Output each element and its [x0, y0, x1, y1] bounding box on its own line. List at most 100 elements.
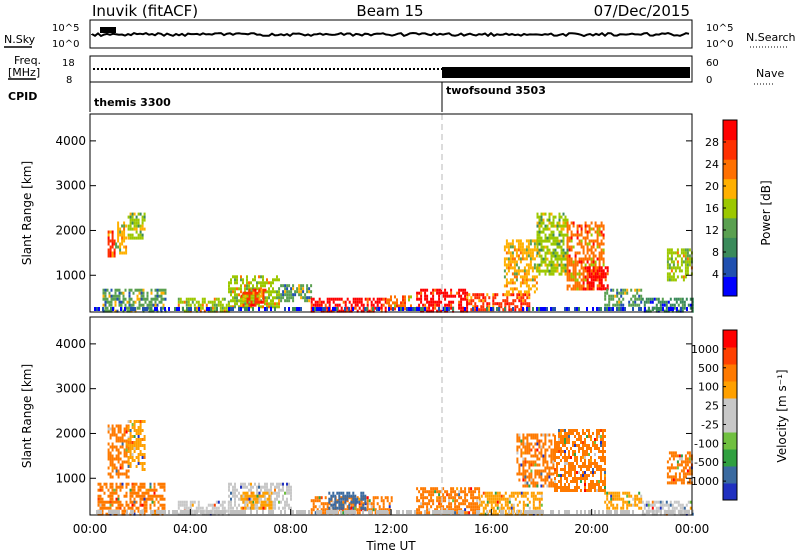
heatmap-cell	[686, 451, 689, 455]
heatmap-cell	[203, 309, 206, 313]
heatmap-cell	[527, 254, 530, 258]
heatmap-cell	[670, 278, 673, 282]
heatmap-cell	[518, 433, 521, 437]
heatmap-cell	[572, 272, 575, 276]
heatmap-cell	[250, 488, 252, 492]
colorbar-tick-label: 4	[712, 268, 719, 281]
heatmap-cell	[534, 484, 537, 488]
heatmap-cell	[578, 284, 581, 288]
heatmap-cell	[270, 299, 272, 303]
heatmap-cell	[254, 275, 256, 279]
heatmap-cell	[380, 499, 383, 503]
heatmap-cell	[148, 300, 151, 304]
ground-scatter-cell	[408, 510, 410, 514]
heatmap-cell	[594, 275, 597, 279]
heatmap-cell	[687, 500, 690, 504]
heatmap-cell	[566, 489, 568, 492]
heatmap-cell	[107, 424, 110, 428]
heatmap-cell	[683, 300, 686, 304]
heatmap-cell	[566, 224, 569, 228]
heatmap-cell	[125, 451, 128, 455]
heatmap-cell	[364, 500, 367, 504]
ground-scatter-cell	[670, 510, 672, 514]
heatmap-cell	[590, 269, 593, 273]
heatmap-cell	[416, 294, 419, 298]
heatmap-cell	[116, 297, 119, 301]
heatmap-cell	[500, 494, 503, 498]
heatmap-cell	[185, 300, 188, 304]
ground-scatter-cell	[598, 510, 600, 514]
heatmap-cell	[119, 245, 122, 249]
heatmap-cell	[125, 427, 128, 431]
heatmap-cell	[550, 266, 553, 270]
ground-scatter-cell	[584, 510, 586, 514]
heatmap-cell	[492, 500, 495, 504]
heatmap-cell	[578, 444, 580, 447]
heatmap-cell	[590, 239, 593, 243]
heatmap-cell	[519, 257, 522, 261]
heatmap-cell	[290, 494, 292, 498]
heatmap-cell	[574, 278, 577, 282]
heatmap-cell	[524, 494, 527, 498]
heatmap-cell	[266, 278, 268, 282]
heatmap-cell	[572, 477, 574, 480]
heatmap-cell	[109, 427, 112, 431]
heatmap-cell	[562, 263, 565, 267]
heatmap-cell	[672, 466, 675, 470]
heatmap-cell	[104, 303, 107, 307]
heatmap-cell	[574, 441, 576, 444]
heatmap-cell	[272, 491, 274, 495]
heatmap-cell	[127, 469, 130, 473]
heatmap-cell	[647, 297, 650, 301]
ground-scatter-cell	[402, 510, 404, 514]
heatmap-cell	[508, 512, 511, 516]
heatmap-cell	[137, 488, 140, 492]
heatmap-cell	[544, 433, 547, 437]
heatmap-cell	[598, 435, 600, 438]
heatmap-cell	[509, 263, 512, 267]
heatmap-cell	[370, 306, 373, 310]
heatmap-cell	[476, 487, 479, 491]
heatmap-cell	[262, 278, 264, 282]
ground-scatter-cell	[552, 307, 554, 311]
heatmap-cell	[318, 505, 321, 509]
heatmap-cell	[600, 221, 603, 225]
heatmap-cell	[550, 439, 553, 443]
heatmap-cell	[143, 435, 146, 438]
heatmap-cell	[177, 303, 180, 307]
heatmap-cell	[520, 299, 523, 303]
heatmap-cell	[484, 299, 487, 303]
heatmap-cell	[649, 297, 652, 301]
heatmap-cell	[282, 494, 284, 498]
heatmap-cell	[270, 497, 272, 501]
heatmap-cell	[133, 426, 136, 429]
heatmap-cell	[240, 287, 242, 291]
heatmap-cell	[143, 497, 146, 501]
heatmap-cell	[542, 218, 545, 222]
heatmap-cell	[570, 275, 573, 279]
heatmap-cell	[540, 236, 543, 240]
heatmap-cell	[338, 297, 341, 301]
heatmap-cell	[536, 506, 539, 510]
heatmap-cell	[566, 221, 569, 225]
heatmap-cell	[586, 236, 589, 240]
heatmap-cell	[514, 308, 517, 312]
heatmap-cell	[418, 505, 421, 509]
heatmap-cell	[592, 281, 595, 285]
heatmap-cell	[622, 497, 625, 501]
nave-tick-top: 60	[706, 58, 719, 69]
heatmap-cell	[528, 463, 531, 467]
heatmap-cell	[592, 239, 595, 243]
ground-scatter-cell	[546, 307, 548, 311]
heatmap-cell	[191, 509, 194, 513]
heatmap-cell	[203, 300, 206, 304]
heatmap-cell	[346, 494, 349, 498]
heatmap-cell	[131, 221, 134, 225]
heatmap-cell	[362, 491, 365, 495]
heatmap-cell	[143, 491, 146, 495]
heatmap-cell	[572, 278, 575, 282]
heatmap-cell	[651, 300, 654, 304]
heatmap-cell	[498, 491, 501, 495]
heatmap-cell	[266, 302, 268, 306]
heatmap-cell	[529, 287, 532, 291]
